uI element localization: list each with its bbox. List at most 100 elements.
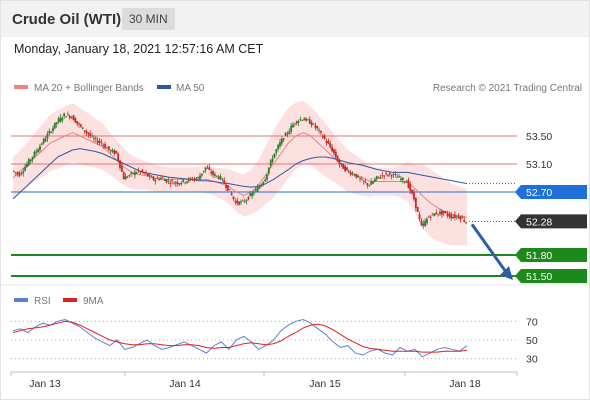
candle-body [320,130,322,133]
candle-body [52,127,54,132]
candle-body [331,147,334,152]
candle-body [275,149,278,153]
candle-body [83,130,86,132]
candle-body [35,151,38,154]
candle-body [305,118,307,121]
candle-body [260,184,263,187]
candle-body [269,160,272,167]
candle-body [273,153,276,159]
candle-body [286,133,289,135]
candle-body [256,187,259,193]
candle-body [14,172,17,173]
time-axis-label: Jan 15 [309,378,341,390]
candle-body [390,175,393,177]
candle-body [208,167,211,170]
candle-body [280,138,283,144]
candle-body [297,121,300,123]
candle-body [152,176,155,181]
candle-body [452,216,454,219]
candle-body [217,176,220,179]
candle-body [435,212,438,215]
candle-body [80,124,82,127]
candle-body [44,138,47,142]
candle-body [413,192,415,200]
candle-body [459,216,462,220]
candle-body [106,147,108,149]
candle-body [93,137,95,139]
candle-body [323,135,326,140]
candle-body [409,183,412,191]
timeframe-badge[interactable]: 30 MIN [122,8,175,30]
candle-body [299,119,302,121]
candle-body [307,119,309,121]
candle-body [426,218,428,224]
candle-body [463,219,466,222]
candle-body [76,121,79,124]
candle-body [446,213,449,216]
rsi-ma-legend-label: 9MA [83,296,104,307]
candle-body [65,116,67,118]
candle-body [173,183,175,185]
candle-body [254,189,257,191]
candle-body [193,178,196,180]
candle-body [63,113,66,117]
candle-body [122,172,125,180]
candle-body [293,123,296,125]
candle-body [448,214,451,217]
candle-body [334,151,337,158]
candle-body [191,179,194,181]
level-tags: 53.50 53.10 52.70 52.28 51.80 51.50 [515,131,587,283]
candle-body [96,140,99,144]
candle-body [258,186,261,189]
ma20-legend-swatch [14,85,28,89]
candle-body [182,179,185,182]
candle-body [98,140,101,143]
rsi-tick-label: 50 [526,335,538,347]
candle-body [461,217,464,219]
candle-body [429,216,432,218]
candle-body [383,175,386,177]
candle-body [388,172,391,175]
candle-body [266,174,268,180]
candle-body [126,176,129,178]
candle-body [455,216,458,218]
candle-body [27,159,30,166]
candle-body [26,163,28,167]
candle-body [359,178,361,179]
candle-body [301,120,304,121]
candle-body [308,119,311,124]
candle-body [457,216,460,219]
candle-body [85,131,88,134]
bollinger-bands [13,101,467,246]
last-price-label: 52.28 [526,216,552,228]
candle-body [342,163,345,169]
candle-body [450,214,453,219]
candle-body [318,129,320,131]
time-axis-label: Jan 14 [169,378,201,390]
candle-body [100,142,103,144]
forecast-arrow-shaft [470,223,508,273]
resistance-label: 53.10 [526,159,552,171]
candle-body [139,171,142,173]
candle-body [240,201,242,203]
candle-body [340,163,343,164]
candle-body [57,118,60,123]
candle-body [347,171,350,173]
candle-body [368,185,371,187]
candle-body [424,220,427,227]
candle-body [22,171,25,174]
candle-body [184,182,187,184]
candle-body [37,149,40,153]
candle-body [249,193,252,196]
candle-body [370,181,373,185]
candle-body [440,211,443,215]
candle-body [325,141,328,143]
candle-body [113,150,116,154]
candle-body [210,171,213,174]
forecast-arrow-head [500,266,513,280]
candle-body [353,174,356,176]
candle-body [48,130,51,134]
candle-body [91,135,93,137]
